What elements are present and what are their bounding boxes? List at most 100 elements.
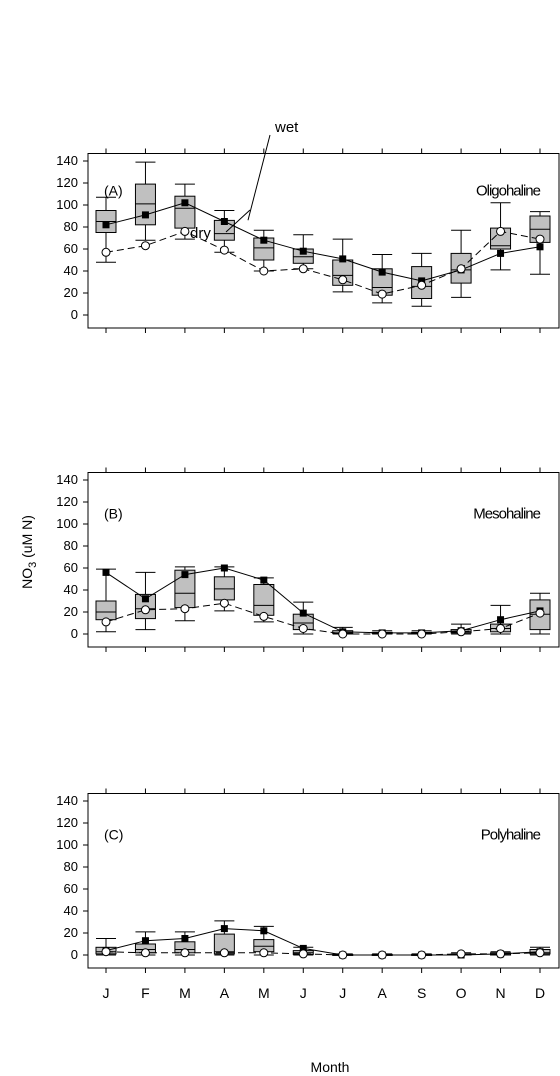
point-dry bbox=[180, 226, 190, 236]
y-tick-label: 100 bbox=[56, 516, 78, 531]
y-tick-label: 140 bbox=[56, 153, 78, 168]
y-tick-label: 120 bbox=[56, 494, 78, 509]
point-dry bbox=[259, 611, 269, 621]
point-wet bbox=[220, 564, 228, 572]
y-axis-title: NO3 (uM N) bbox=[19, 515, 39, 589]
panel-label: (A) bbox=[104, 183, 123, 199]
annotation-leader-wet bbox=[247, 134, 271, 221]
y-tick-label: 140 bbox=[56, 793, 78, 808]
x-tick-label: O bbox=[456, 985, 467, 1001]
point-wet bbox=[141, 937, 149, 945]
point-dry bbox=[496, 226, 506, 236]
plot-frame bbox=[87, 153, 560, 329]
series-line-dry bbox=[105, 602, 541, 635]
x-tick-label: A bbox=[378, 985, 388, 1001]
box-10 bbox=[450, 229, 472, 298]
annotation-leader-dry bbox=[225, 209, 251, 233]
box-iqr bbox=[213, 576, 235, 601]
series-line-dry bbox=[105, 951, 541, 956]
y-tick-label: 60 bbox=[64, 881, 78, 896]
point-wet bbox=[339, 255, 347, 263]
point-dry bbox=[140, 241, 150, 251]
y-tick-label: 80 bbox=[64, 538, 78, 553]
box-iqr bbox=[95, 600, 117, 621]
box-3 bbox=[174, 566, 196, 622]
x-tick-label: M bbox=[258, 985, 270, 1001]
y-tick-label: 60 bbox=[64, 241, 78, 256]
point-dry bbox=[417, 950, 427, 960]
point-dry bbox=[535, 234, 545, 244]
point-dry bbox=[496, 624, 506, 633]
point-wet bbox=[497, 616, 505, 624]
y-tick-label: 60 bbox=[64, 560, 78, 575]
y-tick-label: 0 bbox=[71, 947, 78, 962]
y-tick-label: 40 bbox=[64, 903, 78, 918]
point-wet bbox=[260, 927, 268, 935]
point-dry bbox=[377, 289, 387, 299]
point-dry bbox=[338, 950, 348, 960]
point-dry bbox=[377, 629, 387, 639]
point-wet bbox=[220, 925, 228, 933]
box-11 bbox=[490, 202, 512, 271]
y-tick-label: 100 bbox=[56, 837, 78, 852]
point-wet bbox=[536, 243, 544, 251]
x-tick-label: S bbox=[417, 985, 426, 1001]
point-wet bbox=[299, 609, 307, 617]
x-tick-label: M bbox=[179, 985, 191, 1001]
point-dry bbox=[101, 617, 111, 627]
annotation-wet: wet bbox=[274, 119, 299, 136]
series-line-dry bbox=[105, 230, 541, 295]
point-wet bbox=[497, 249, 505, 257]
point-wet bbox=[299, 944, 307, 952]
panel-title: Polyhaline bbox=[481, 827, 541, 844]
point-wet bbox=[181, 199, 189, 207]
point-wet bbox=[181, 571, 189, 579]
point-dry bbox=[456, 264, 466, 274]
y-tick-label: 0 bbox=[71, 626, 78, 641]
panel-title: Mesohaline bbox=[473, 506, 540, 523]
point-dry bbox=[101, 247, 111, 257]
y-tick-label: 80 bbox=[64, 219, 78, 234]
plot-frame bbox=[87, 793, 560, 969]
point-dry bbox=[338, 629, 348, 639]
annotation-dry: dry bbox=[190, 225, 211, 242]
y-axis-subscript: 3 bbox=[27, 562, 39, 568]
point-dry bbox=[219, 948, 229, 958]
x-tick-label: N bbox=[495, 985, 505, 1001]
y-tick-label: 0 bbox=[71, 307, 78, 322]
point-wet bbox=[141, 595, 149, 603]
point-dry bbox=[140, 948, 150, 958]
panel-label: (B) bbox=[104, 506, 123, 522]
point-wet bbox=[220, 218, 228, 225]
plot-frame bbox=[87, 472, 560, 648]
x-tick-label: A bbox=[220, 985, 230, 1001]
point-wet bbox=[299, 247, 307, 255]
panel-label: (C) bbox=[104, 827, 123, 843]
point-dry bbox=[298, 949, 308, 959]
x-tick-label: D bbox=[535, 985, 545, 1001]
point-wet bbox=[141, 211, 149, 219]
y-tick-label: 100 bbox=[56, 197, 78, 212]
y-tick-label: 20 bbox=[64, 925, 78, 940]
point-dry bbox=[219, 245, 229, 255]
panel-2: 0 20 40 60 80 100 120 140 (B) Mesohaline bbox=[56, 467, 560, 652]
point-dry bbox=[259, 266, 269, 276]
point-dry bbox=[535, 608, 545, 618]
point-wet bbox=[260, 576, 268, 584]
box-iqr bbox=[253, 584, 275, 616]
x-axis-title: Month bbox=[311, 1059, 350, 1075]
point-dry bbox=[298, 624, 308, 633]
point-dry bbox=[180, 604, 190, 614]
box-2 bbox=[134, 161, 156, 241]
box-4 bbox=[213, 920, 235, 956]
y-tick-label: 20 bbox=[64, 285, 78, 300]
y-tick-label: 40 bbox=[64, 263, 78, 278]
y-tick-label: 120 bbox=[56, 175, 78, 190]
series-line-wet bbox=[105, 202, 541, 282]
point-dry bbox=[456, 949, 466, 959]
point-dry bbox=[377, 950, 387, 960]
x-tick-label: J bbox=[300, 985, 307, 1001]
point-wet bbox=[102, 221, 110, 229]
y-tick-label: 80 bbox=[64, 859, 78, 874]
